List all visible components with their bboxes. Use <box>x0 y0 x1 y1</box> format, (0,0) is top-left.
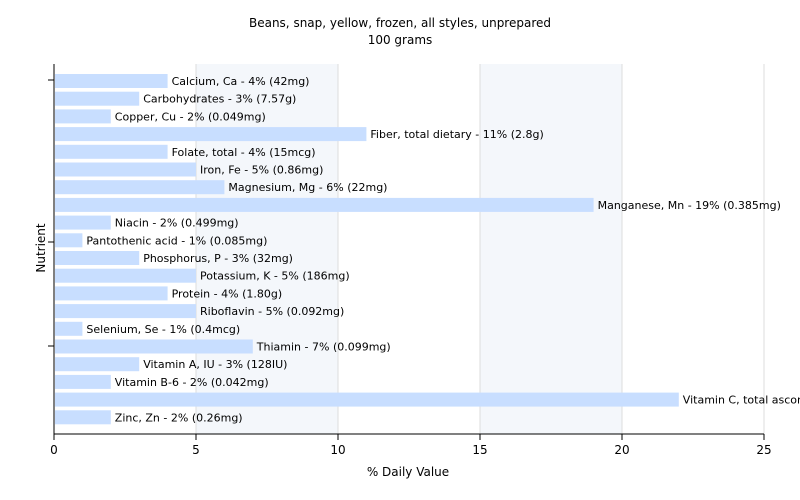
bar-label: Carbohydrates - 3% (7.57g) <box>143 93 296 106</box>
bar <box>55 339 253 354</box>
bar <box>55 233 83 248</box>
bar <box>55 286 168 301</box>
x-tick-label: 25 <box>756 443 771 457</box>
bar-label: Selenium, Se - 1% (0.4mcg) <box>86 323 240 336</box>
bar <box>55 162 196 177</box>
bar-label: Potassium, K - 5% (186mg) <box>200 270 350 283</box>
bar <box>55 109 111 124</box>
plot-area <box>54 64 764 434</box>
axes: 0 5 10 15 20 25 <box>48 64 772 457</box>
bar-label: Copper, Cu - 2% (0.049mg) <box>115 110 266 123</box>
bar-label: Folate, total - 4% (15mcg) <box>172 146 316 159</box>
bar <box>55 357 140 372</box>
bar <box>55 268 196 283</box>
bar-label: Vitamin A, IU - 3% (128IU) <box>143 358 287 371</box>
grid-band <box>480 64 622 434</box>
bar <box>55 91 140 106</box>
bars <box>55 74 679 425</box>
x-tick-label: 10 <box>330 443 345 457</box>
bar-label: Vitamin B-6 - 2% (0.042mg) <box>115 376 269 389</box>
bar-label: Magnesium, Mg - 6% (22mg) <box>228 181 387 194</box>
bar <box>55 215 111 230</box>
bar <box>55 127 367 142</box>
bar <box>55 410 111 425</box>
bar <box>55 144 168 159</box>
chart-subtitle: 100 grams <box>368 33 433 47</box>
bar-label: Calcium, Ca - 4% (42mg) <box>172 75 310 88</box>
bar-label: Phosphorus, P - 3% (32mg) <box>143 252 293 265</box>
bar-label: Zinc, Zn - 2% (0.26mg) <box>115 411 243 424</box>
bar-labels: Calcium, Ca - 4% (42mg) Carbohydrates - 3… <box>86 75 800 424</box>
bar <box>55 180 225 195</box>
x-tick-label: 0 <box>50 443 58 457</box>
bar-label: Thiamin - 7% (0.099mg) <box>256 341 391 354</box>
x-tick-label: 5 <box>192 443 200 457</box>
x-tick-label: 15 <box>472 443 487 457</box>
x-axis-label: % Daily Value <box>367 465 449 479</box>
bar <box>55 321 83 336</box>
grid-band <box>196 64 338 434</box>
bar <box>55 251 140 265</box>
bar-label: Niacin - 2% (0.499mg) <box>115 217 239 230</box>
bar <box>55 197 594 212</box>
bar-label: Riboflavin - 5% (0.092mg) <box>200 305 344 318</box>
chart-title: Beans, snap, yellow, frozen, all styles,… <box>249 16 551 30</box>
y-axis-label: Nutrient <box>34 223 48 273</box>
bar-label: Protein - 4% (1.80g) <box>172 287 283 300</box>
bar-label: Manganese, Mn - 19% (0.385mg) <box>598 199 781 212</box>
bar-label: Fiber, total dietary - 11% (2.8g) <box>370 128 543 141</box>
bar <box>55 374 111 389</box>
bar <box>55 74 168 88</box>
bar <box>55 392 679 407</box>
bar-label: Vitamin C, total ascorbic acid - 22% (12… <box>683 394 800 407</box>
plot-background <box>54 64 764 434</box>
bar-label: Pantothenic acid - 1% (0.085mg) <box>86 234 267 247</box>
bar <box>55 304 196 319</box>
grid-lines <box>195 64 765 434</box>
bar-label: Iron, Fe - 5% (0.86mg) <box>200 164 323 177</box>
x-tick-label: 20 <box>614 443 629 457</box>
